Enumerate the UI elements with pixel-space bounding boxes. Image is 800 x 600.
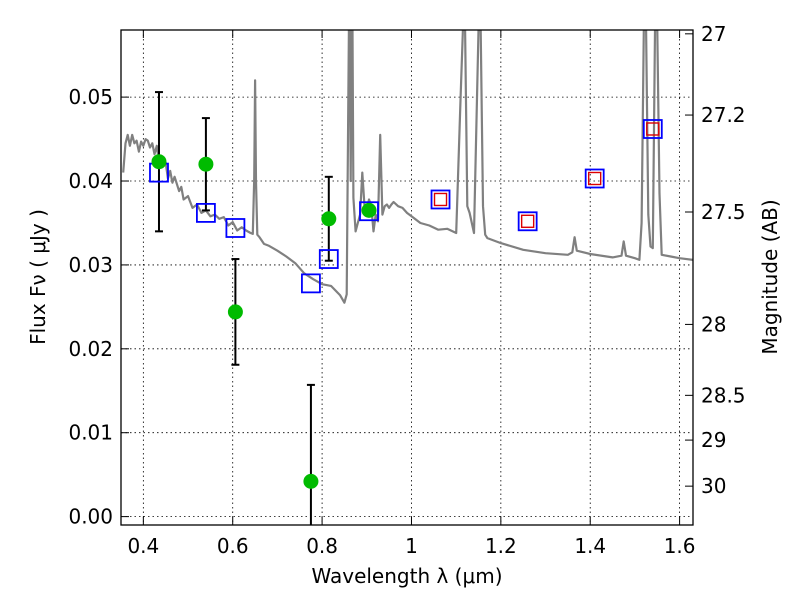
error-bars [154,91,333,525]
blue-square-marker [642,119,663,139]
right-tick-label: 27 [701,22,726,46]
green-dot-marker [198,156,214,172]
x-tick-label: 1.2 [485,534,517,558]
green-dot-marker [227,304,243,320]
red-square-marker [433,192,448,207]
y-tick-label: 0.02 [68,337,113,361]
right-axis-label: Magnitude (AB) [758,199,782,354]
red-square-marker [587,171,602,186]
green-dot-marker [361,202,377,218]
y-axis-ticks: 0.00 0.01 0.02 0.03 0.04 0.05 [68,85,129,529]
x-tick-label: 1.4 [574,534,606,558]
blue-square-marker [584,168,605,189]
observed-dots [151,154,377,489]
right-tick-label: 28.5 [701,383,746,407]
right-tick-label: 29 [701,428,726,452]
x-tick-label: 0.6 [217,534,249,558]
green-dot-marker [151,154,167,170]
y-tick-label: 0.05 [68,85,113,109]
y-tick-label: 0.00 [68,505,113,529]
x-axis-ticks: 0.4 0.6 0.8 1 1.2 1.4 1.6 [127,30,696,558]
right-tick-label: 30 [701,474,726,498]
model-squares [149,119,663,294]
green-dot-marker [321,211,337,227]
x-tick-label: 0.4 [127,534,159,558]
y-tick-label: 0.03 [68,253,113,277]
right-tick-label: 27.5 [701,200,746,224]
right-tick-label: 27.2 [701,103,746,127]
blue-square-marker [196,202,216,223]
red-square-marker [520,214,535,228]
blue-square-marker [359,201,379,222]
x-tick-label: 1.6 [664,534,696,558]
blue-square-marker [318,249,339,269]
y-tick-label: 0.04 [68,169,113,193]
blue-square-marker [430,189,451,210]
right-axis-ticks: 27 27.2 27.5 28 28.5 29 30 [685,22,746,498]
template-spectrum-line [122,30,693,304]
blue-square-marker [225,218,246,238]
plot-frame [120,29,694,526]
green-dot-marker [303,473,319,489]
red-square-marker [646,122,660,136]
x-tick-label: 0.8 [306,534,338,558]
y-tick-label: 0.01 [68,421,113,445]
grid-lines [121,30,693,525]
x-axis-label: Wavelength λ (μm) [311,564,502,588]
blue-square-marker [517,211,538,232]
blue-square-marker [301,273,321,294]
right-tick-label: 28 [701,312,726,336]
x-tick-label: 1 [405,534,418,558]
y-axis-label: Flux Fν ( μJy ) [26,209,50,345]
